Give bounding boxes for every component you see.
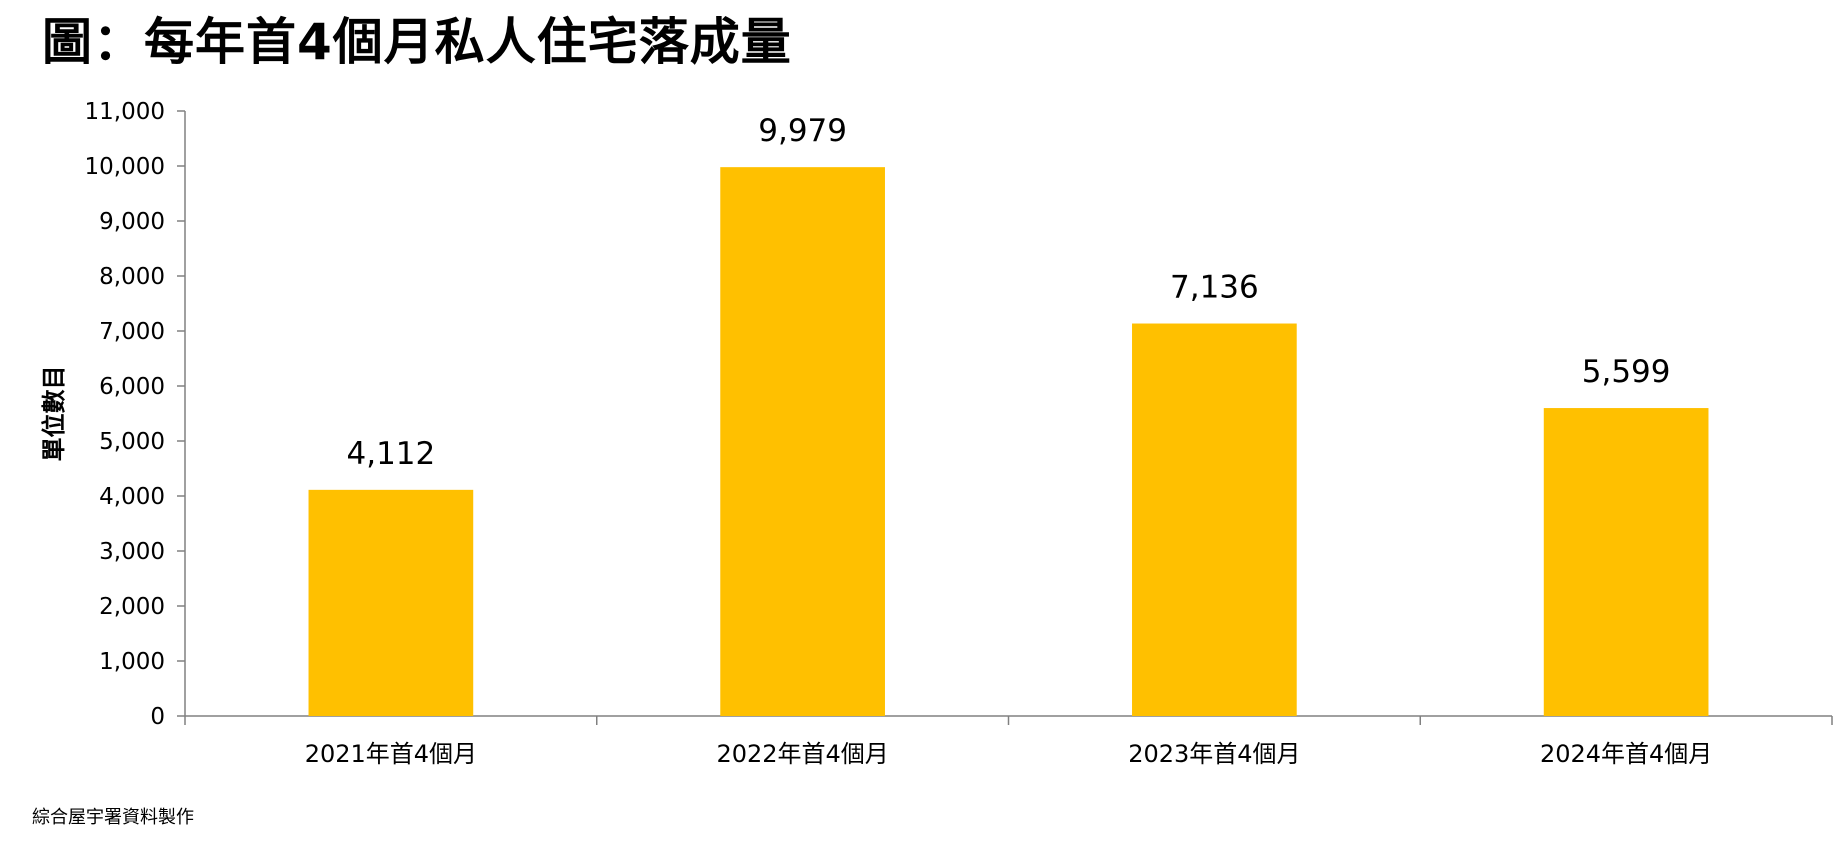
y-axis-title: 單位數目 (40, 366, 68, 462)
data-label: 5,599 (1582, 354, 1671, 390)
y-tick-label: 5,000 (99, 429, 165, 455)
bar (308, 489, 474, 716)
y-tick-label: 7,000 (99, 319, 165, 345)
data-label: 9,979 (758, 113, 847, 149)
y-tick-label: 3,000 (99, 539, 165, 565)
y-tick-label: 11,000 (85, 99, 165, 125)
data-label: 7,136 (1170, 270, 1259, 306)
x-tick-label: 2023年首4個月 (1128, 740, 1300, 768)
y-tick-label: 9,000 (99, 209, 165, 235)
data-labels: 4,112 9,979 7,136 5,599 (347, 113, 1671, 472)
chart-title: 圖：每年首4個月私人住宅落成量 (42, 13, 792, 71)
bar (1543, 408, 1709, 716)
y-tick-label: 6,000 (99, 374, 165, 400)
y-tick-label: 4,000 (99, 484, 165, 510)
y-tick-label: 8,000 (99, 264, 165, 290)
data-label: 4,112 (347, 436, 436, 472)
y-tick-label: 2,000 (99, 594, 165, 620)
bar (1132, 323, 1297, 716)
source-note: 綜合屋宇署資料製作 (32, 807, 194, 828)
y-axis: 0 1,000 2,000 3,000 4,000 5,000 6,000 7,000 8,00… (85, 99, 186, 730)
bars (308, 167, 1709, 716)
y-tick-label: 0 (150, 704, 165, 730)
x-tick-label: 2024年首4個月 (1540, 740, 1712, 768)
x-axis: 2021年首4個月 2022年首4個月 2023年首4個月 2024年首4個月 (184, 715, 1833, 768)
x-tick-label: 2022年首4個月 (716, 740, 888, 768)
y-tick-label: 10,000 (85, 154, 165, 180)
bar (720, 167, 885, 716)
y-tick-label: 1,000 (99, 649, 165, 675)
x-tick-label: 2021年首4個月 (305, 740, 477, 768)
